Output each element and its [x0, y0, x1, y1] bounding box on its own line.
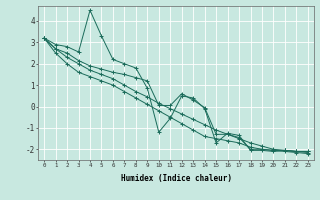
X-axis label: Humidex (Indice chaleur): Humidex (Indice chaleur) [121, 174, 231, 183]
